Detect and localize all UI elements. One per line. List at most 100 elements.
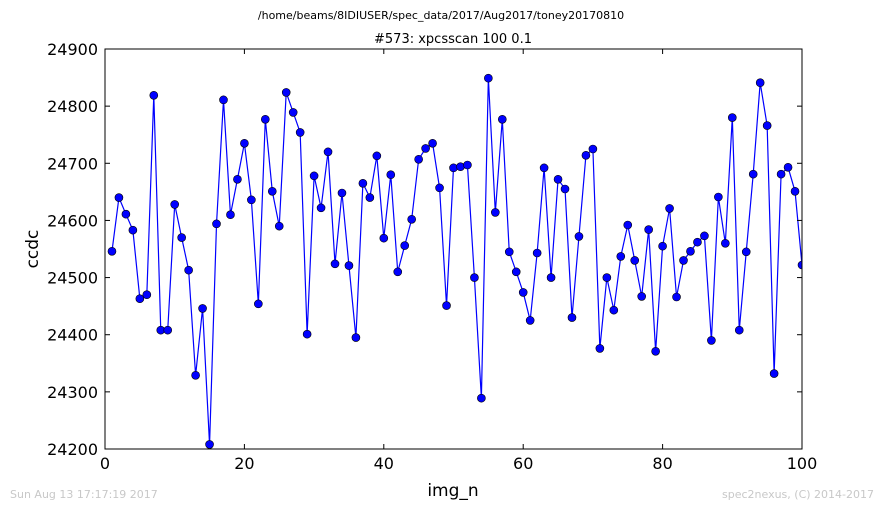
data-point	[428, 138, 437, 148]
data-point	[700, 231, 709, 241]
data-point	[790, 186, 800, 196]
data-point	[295, 128, 305, 137]
data-point	[163, 325, 173, 335]
data-point	[205, 440, 214, 449]
data-point	[198, 304, 207, 313]
data-point	[407, 214, 416, 224]
x-tick-label: 100	[787, 454, 818, 473]
x-tick-label: 40	[374, 454, 394, 473]
data-point	[177, 233, 186, 242]
data-point	[316, 203, 326, 213]
data-point	[219, 95, 228, 105]
data-point	[686, 246, 695, 256]
data-point	[261, 114, 270, 124]
data-point	[372, 151, 382, 161]
data-point	[302, 329, 312, 339]
data-point	[247, 195, 256, 205]
data-point	[442, 301, 451, 310]
data-point	[330, 259, 340, 269]
data-point	[344, 261, 354, 270]
data-point	[567, 313, 577, 322]
x-tick-label: 60	[513, 454, 533, 473]
data-point	[142, 290, 152, 300]
data-point	[191, 370, 200, 380]
data-point	[240, 138, 249, 148]
data-point	[309, 171, 319, 181]
data-point	[525, 316, 535, 325]
data-point	[114, 193, 124, 202]
y-tick-label: 24300	[47, 383, 98, 402]
data-point	[672, 292, 681, 302]
data-point	[714, 192, 723, 202]
data-point	[323, 147, 333, 157]
data-point	[602, 273, 612, 282]
data-point	[212, 219, 221, 229]
data-point	[477, 393, 486, 403]
y-tick-label: 24800	[47, 97, 98, 116]
data-point	[658, 241, 667, 251]
data-point	[776, 169, 786, 179]
data-point	[421, 144, 430, 153]
data-point	[504, 247, 514, 257]
y-tick-label: 24400	[47, 326, 98, 345]
plot-area: 0 20 40 60 80 100 24200 24300 24400 24500 24600 247…	[47, 40, 817, 473]
data-point	[184, 265, 193, 275]
data-point	[595, 344, 605, 353]
data-point	[721, 238, 730, 248]
data-point	[769, 369, 779, 378]
data-point	[560, 184, 570, 194]
data-point	[581, 150, 591, 160]
y-tick-label: 24600	[47, 211, 98, 230]
data-point	[365, 193, 375, 202]
data-point	[553, 174, 563, 184]
y-tick-label: 24200	[47, 440, 98, 459]
data-point	[755, 78, 765, 88]
file-path-header: /home/beams/8IDIUSER/spec_data/2017/Aug2…	[258, 9, 624, 22]
data-point	[267, 186, 277, 196]
data-point	[470, 273, 479, 282]
data-point	[491, 208, 500, 217]
data-point	[797, 260, 802, 270]
data-point	[623, 220, 633, 230]
data-point	[337, 188, 347, 198]
data-point	[128, 225, 138, 235]
data-point	[254, 299, 263, 309]
data-point	[226, 210, 235, 220]
data-point	[707, 336, 716, 345]
data-point	[497, 114, 507, 124]
data-point	[693, 237, 702, 247]
data-point	[630, 256, 640, 265]
y-tick-label: 24500	[47, 269, 98, 288]
data-point	[400, 241, 410, 250]
data-point	[484, 73, 493, 83]
data-point	[463, 160, 472, 170]
data-point	[351, 333, 361, 342]
x-tick-label: 20	[234, 454, 254, 473]
data-point	[741, 247, 751, 257]
x-tick-label: 0	[100, 454, 110, 473]
data-point	[393, 267, 403, 277]
data-point	[532, 248, 542, 258]
data-point	[135, 294, 145, 304]
data-point	[435, 183, 444, 193]
data-point	[288, 108, 298, 117]
data-point	[274, 221, 284, 231]
chart-title: #573: xpcsscan 100 0.1	[374, 32, 532, 47]
data-point	[762, 121, 772, 130]
data-point	[783, 162, 793, 172]
data-point	[170, 200, 179, 209]
y-tick-label: 24900	[47, 40, 98, 59]
data-point	[518, 288, 528, 297]
data-point	[727, 113, 737, 122]
data-point	[679, 256, 688, 265]
x-tick-label: 80	[652, 454, 672, 473]
footer-credit: spec2nexus, (C) 2014-2017	[722, 488, 874, 501]
data-point	[574, 232, 584, 241]
series-line	[111, 78, 802, 445]
data-point	[546, 273, 556, 282]
data-point	[539, 163, 549, 173]
data-point	[511, 267, 521, 277]
y-axis-label: ccdc	[23, 230, 43, 269]
data-point	[386, 170, 396, 180]
